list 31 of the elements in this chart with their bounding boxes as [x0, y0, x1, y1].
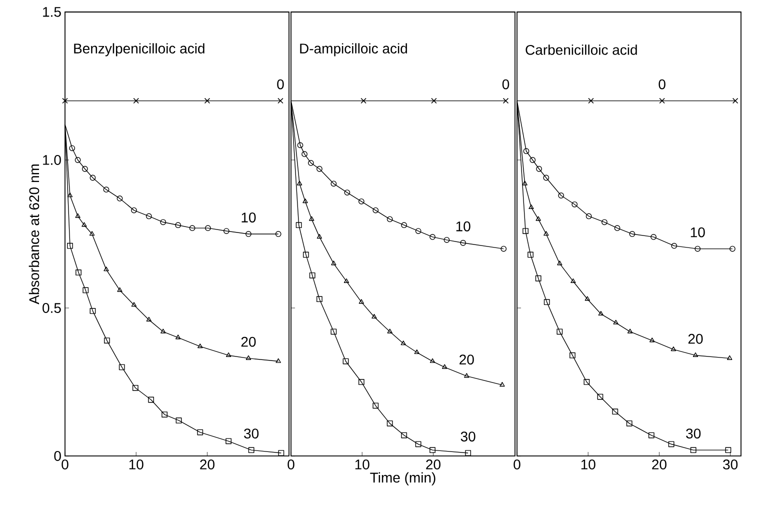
series-label: 30: [460, 432, 476, 442]
text: Carbenicilloic acid: [526, 44, 637, 55]
series-label: 20: [460, 354, 474, 365]
x-tick-label: 20: [426, 460, 440, 470]
y-tick-label: 1.5: [43, 7, 61, 17]
series-label: 10: [456, 221, 470, 232]
x-tick-label: 20: [200, 460, 214, 470]
series-label: 0: [658, 79, 666, 90]
y-axis-title: Absorbance at 620 nm: [28, 164, 40, 304]
text: Benzylpenicilloic acid: [74, 43, 204, 56]
y-tick-label: 0: [54, 451, 61, 461]
series-label: 0: [502, 79, 510, 90]
x-tick-label: 20: [652, 460, 666, 470]
x-tick-label: 0: [62, 460, 68, 470]
series-label: 20: [688, 334, 703, 344]
series-label: 0: [277, 79, 284, 90]
x-axis-title: Time (min): [370, 472, 436, 486]
series-label: 10: [690, 227, 705, 238]
y-tick-label: 0.5: [42, 303, 61, 313]
x-tick-label: 30: [723, 460, 738, 470]
series-label: 30: [244, 428, 259, 439]
x-tick-label: 0: [514, 460, 520, 470]
x-tick-label: 10: [129, 460, 144, 470]
series-label: 20: [241, 336, 256, 347]
series-label: 10: [242, 212, 256, 222]
y-tick-label: 1.0: [43, 155, 61, 165]
x-tick-label: 0: [288, 460, 294, 470]
series-label: 30: [686, 428, 701, 439]
text: D-ampicilloic acid: [300, 43, 407, 56]
x-tick-label: 10: [581, 460, 596, 470]
x-tick-label: 10: [355, 460, 370, 470]
